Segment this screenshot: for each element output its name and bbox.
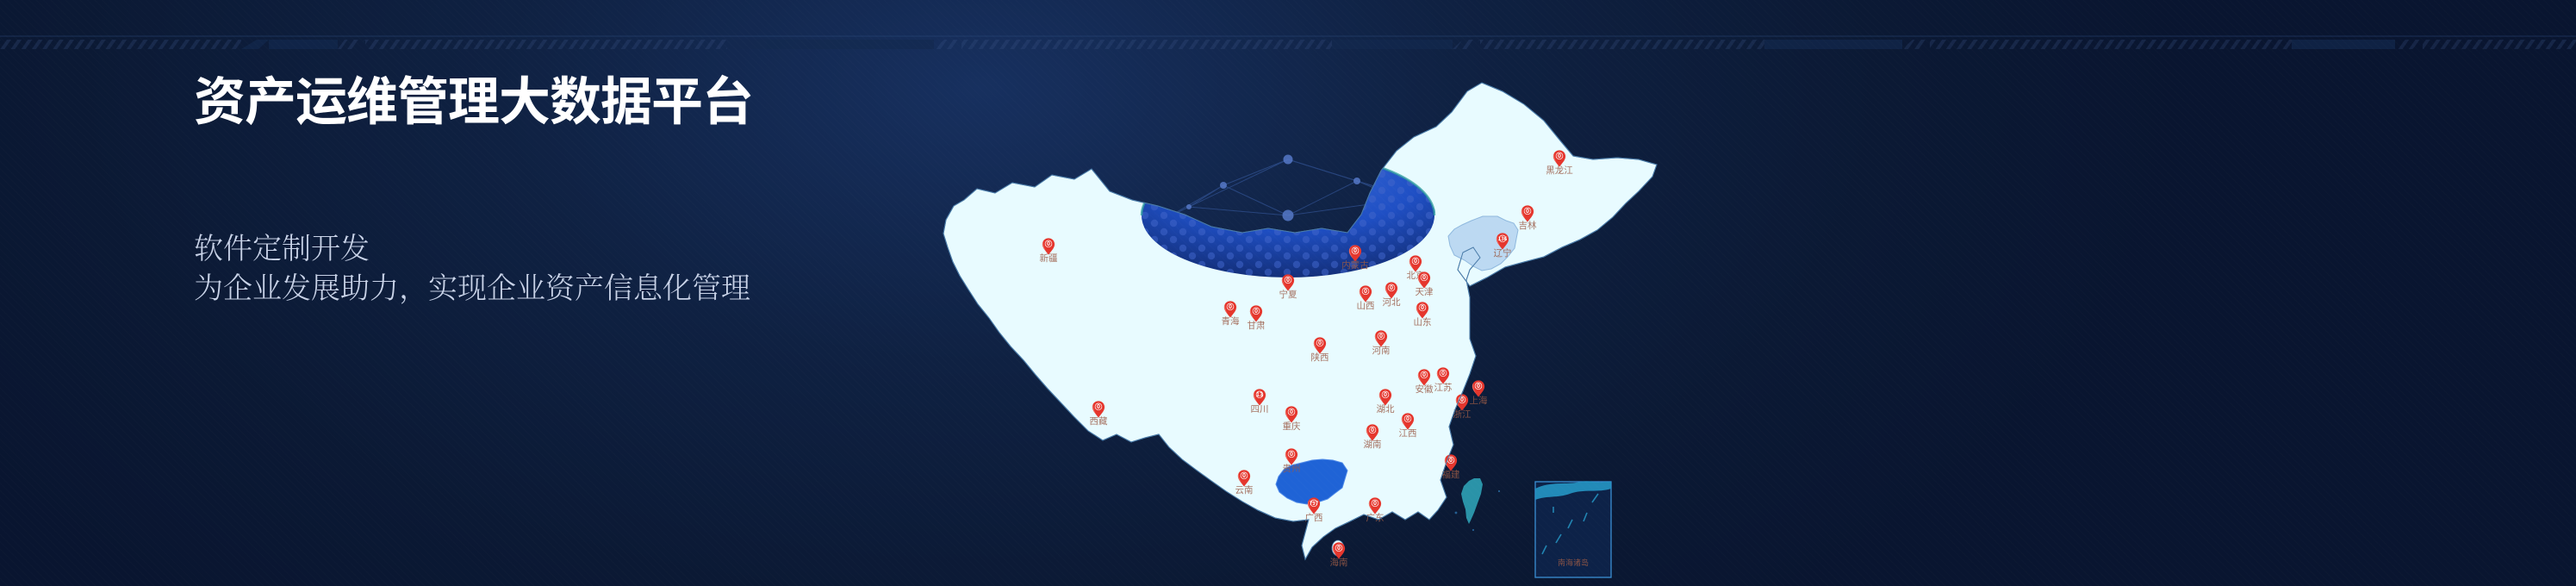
svg-text:山西: 山西: [1357, 299, 1375, 312]
svg-text:0: 0: [1384, 390, 1387, 398]
svg-text:湖北: 湖北: [1377, 402, 1396, 415]
svg-text:0: 0: [1414, 256, 1417, 265]
svg-text:0: 0: [1422, 272, 1426, 281]
svg-text:13: 13: [1256, 390, 1263, 398]
svg-text:陕西: 陕西: [1311, 351, 1329, 364]
svg-text:0: 0: [1097, 402, 1100, 410]
svg-text:0: 0: [1558, 151, 1561, 159]
svg-text:0: 0: [1441, 368, 1445, 377]
svg-text:136: 136: [1498, 234, 1508, 242]
svg-text:海南: 海南: [1330, 556, 1348, 569]
svg-text:河南: 河南: [1372, 344, 1391, 357]
svg-text:江西: 江西: [1399, 427, 1417, 440]
svg-text:云南: 云南: [1235, 483, 1254, 496]
svg-text:广西: 广西: [1305, 511, 1323, 524]
svg-text:天津: 天津: [1416, 285, 1434, 298]
svg-text:甘肃: 甘肃: [1248, 319, 1266, 332]
svg-text:西藏: 西藏: [1090, 415, 1109, 427]
svg-text:黑龙江: 黑龙江: [1546, 164, 1573, 177]
svg-text:内蒙古: 内蒙古: [1341, 259, 1369, 271]
svg-text:0: 0: [1373, 498, 1377, 507]
svg-text:河北: 河北: [1383, 296, 1402, 309]
svg-text:贵州: 贵州: [1283, 462, 1301, 475]
svg-text:0: 0: [1353, 246, 1357, 254]
svg-text:福建: 福建: [1442, 468, 1461, 481]
svg-text:安徽: 安徽: [1416, 383, 1434, 396]
svg-text:0: 0: [1047, 239, 1050, 247]
svg-text:宁夏: 宁夏: [1279, 288, 1298, 301]
svg-text:上海: 上海: [1470, 394, 1489, 407]
svg-text:0: 0: [1242, 471, 1246, 479]
svg-text:0: 0: [1254, 306, 1258, 315]
svg-text:0: 0: [1406, 414, 1409, 422]
svg-text:0: 0: [1318, 338, 1322, 346]
svg-text:山东: 山东: [1414, 315, 1432, 328]
svg-text:湖南: 湖南: [1364, 438, 1382, 451]
svg-text:重庆: 重庆: [1283, 420, 1302, 433]
svg-text:0: 0: [1290, 449, 1293, 458]
svg-text:0: 0: [1477, 381, 1480, 390]
svg-text:青海: 青海: [1222, 315, 1241, 327]
svg-text:吉林: 吉林: [1519, 219, 1538, 232]
svg-text:0: 0: [1449, 455, 1453, 464]
svg-text:新疆: 新疆: [1040, 252, 1059, 265]
svg-text:797: 797: [1310, 499, 1319, 507]
svg-text:0: 0: [1337, 543, 1341, 552]
svg-text:0: 0: [1364, 286, 1367, 295]
svg-text:0: 0: [1229, 302, 1232, 310]
svg-text:四川: 四川: [1251, 402, 1269, 415]
svg-text:0: 0: [1286, 275, 1290, 284]
svg-text:0: 0: [1422, 370, 1426, 378]
svg-text:辽宁: 辽宁: [1494, 246, 1512, 259]
svg-text:广东: 广东: [1366, 511, 1384, 524]
svg-text:0: 0: [1526, 206, 1529, 215]
svg-text:0: 0: [1379, 331, 1383, 340]
svg-text:0: 0: [1421, 302, 1424, 311]
svg-text:南海诸岛: 南海诸岛: [1558, 557, 1589, 568]
svg-text:0: 0: [1371, 425, 1374, 433]
svg-text:0: 0: [1290, 407, 1293, 415]
svg-text:江苏: 江苏: [1434, 381, 1453, 394]
svg-text:0: 0: [1390, 283, 1393, 291]
svg-text:浙江: 浙江: [1453, 408, 1472, 421]
